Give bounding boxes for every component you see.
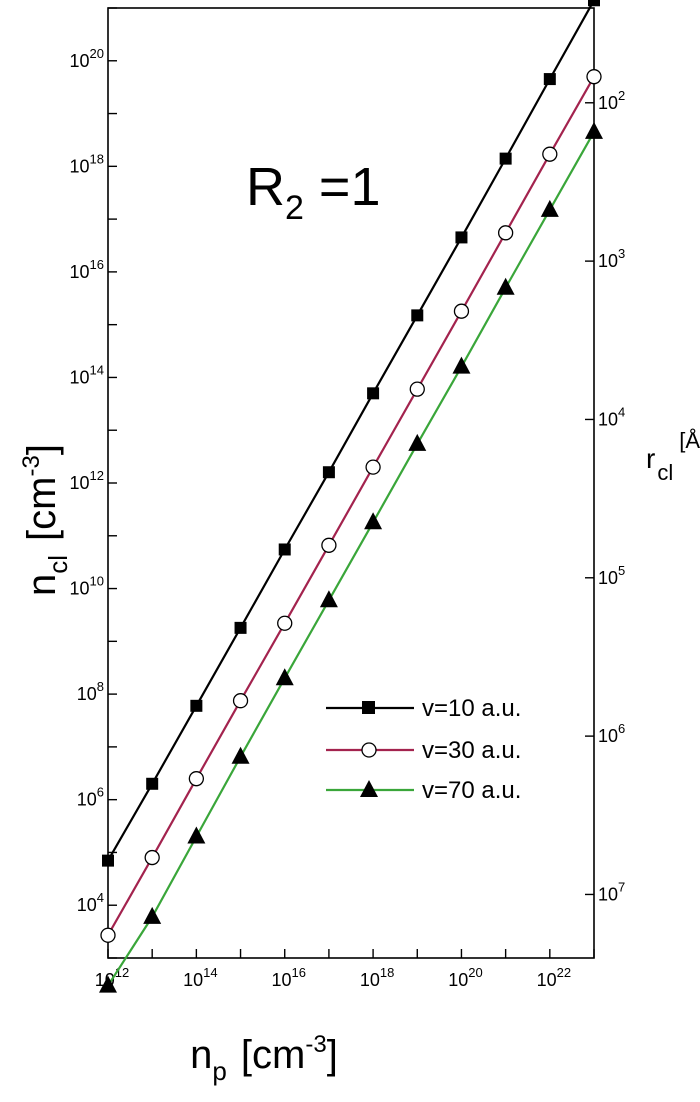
x-axis-label: np [cm-3] <box>190 1031 338 1086</box>
right-tick-label-4: 104 <box>598 404 625 429</box>
series-0-point <box>543 73 556 86</box>
y-tick-label-8: 108 <box>77 679 104 704</box>
series-1-point <box>409 381 425 397</box>
series-0-point <box>234 621 247 634</box>
y-tick-label-6: 106 <box>77 785 104 810</box>
right-tick-label-3: 103 <box>598 246 625 271</box>
series-2-point <box>408 433 427 451</box>
y-tick-label-10: 1010 <box>70 574 105 599</box>
series-1-point <box>365 459 381 475</box>
series-2-point <box>496 277 515 295</box>
x-tick-label-18: 1018 <box>360 965 395 990</box>
svg-text:ncl[cm-3]: ncl[cm-3] <box>18 444 73 596</box>
series-0-point <box>588 0 600 7</box>
series-1-point <box>497 225 514 241</box>
y-tick-label-16: 1016 <box>70 257 105 282</box>
series-layer <box>99 0 603 993</box>
series-0-point <box>278 543 291 556</box>
series-1-point <box>144 849 160 866</box>
y-tick-label-14: 1014 <box>70 362 105 387</box>
series-2-point <box>99 975 117 993</box>
legend-item-v10: v=10 a.u. <box>326 695 521 722</box>
series-1-point <box>542 146 558 162</box>
y-tick-label-20: 1020 <box>70 46 105 71</box>
svg-text:v=70 a.u.: v=70 a.u. <box>422 777 521 804</box>
y-tick-label-18: 1018 <box>70 151 105 176</box>
series-2-point <box>143 906 162 924</box>
series-0-point <box>411 309 424 322</box>
series-1-point <box>232 693 249 709</box>
series-0-point <box>102 854 114 867</box>
series-1-point <box>453 303 470 319</box>
series-2-point <box>540 199 559 217</box>
x-tick-label-22: 1022 <box>537 965 572 990</box>
series-1-point <box>188 771 205 787</box>
series-2-point <box>187 826 206 844</box>
right-tick-label-6: 106 <box>598 721 625 746</box>
x-tick-label-20: 1020 <box>448 965 483 990</box>
series-line-2 <box>107 131 595 987</box>
series-line-0 <box>107 0 595 862</box>
series-1-point <box>586 69 602 85</box>
legend: v=10 a.u. v=30 a.u. v=70 a.u. <box>326 695 521 804</box>
y-tick-label-12: 1012 <box>70 468 105 493</box>
series-1-point <box>277 615 293 631</box>
series-0-point <box>367 387 380 400</box>
plot-frame <box>107 7 595 959</box>
series-0-point <box>146 777 159 790</box>
right-axis-label: rcl[Å] <box>646 428 700 485</box>
right-tick-label-2: 102 <box>598 88 625 113</box>
series-2-point <box>231 746 250 764</box>
svg-text:v=10 a.u.: v=10 a.u. <box>422 695 521 722</box>
series-1-point <box>321 537 337 553</box>
y-tick-label-4: 104 <box>77 890 104 915</box>
y-axis-label: ncl[cm-3] <box>18 444 73 596</box>
x-tick-label-14: 1014 <box>183 965 218 990</box>
series-2-point <box>319 590 338 608</box>
series-2-point <box>585 121 603 139</box>
series-2-point <box>275 668 294 686</box>
series-1-point <box>100 927 116 943</box>
series-0-point <box>499 152 512 165</box>
series-2-point <box>452 356 471 374</box>
series-2-point <box>364 512 383 530</box>
x-tick-label-16: 1016 <box>271 965 306 990</box>
series-0-point <box>190 699 203 712</box>
right-tick-label-7: 107 <box>598 879 625 904</box>
legend-item-v70: v=70 a.u. <box>326 777 521 804</box>
series-0-point <box>322 466 335 479</box>
svg-text:v=30 a.u.: v=30 a.u. <box>422 737 521 764</box>
series-0-point <box>455 231 468 244</box>
right-tick-label-5: 105 <box>598 563 625 588</box>
series-line-1 <box>107 76 595 936</box>
annotation-label: R2 =1 <box>246 157 381 227</box>
legend-item-v30: v=30 a.u. <box>326 737 521 764</box>
